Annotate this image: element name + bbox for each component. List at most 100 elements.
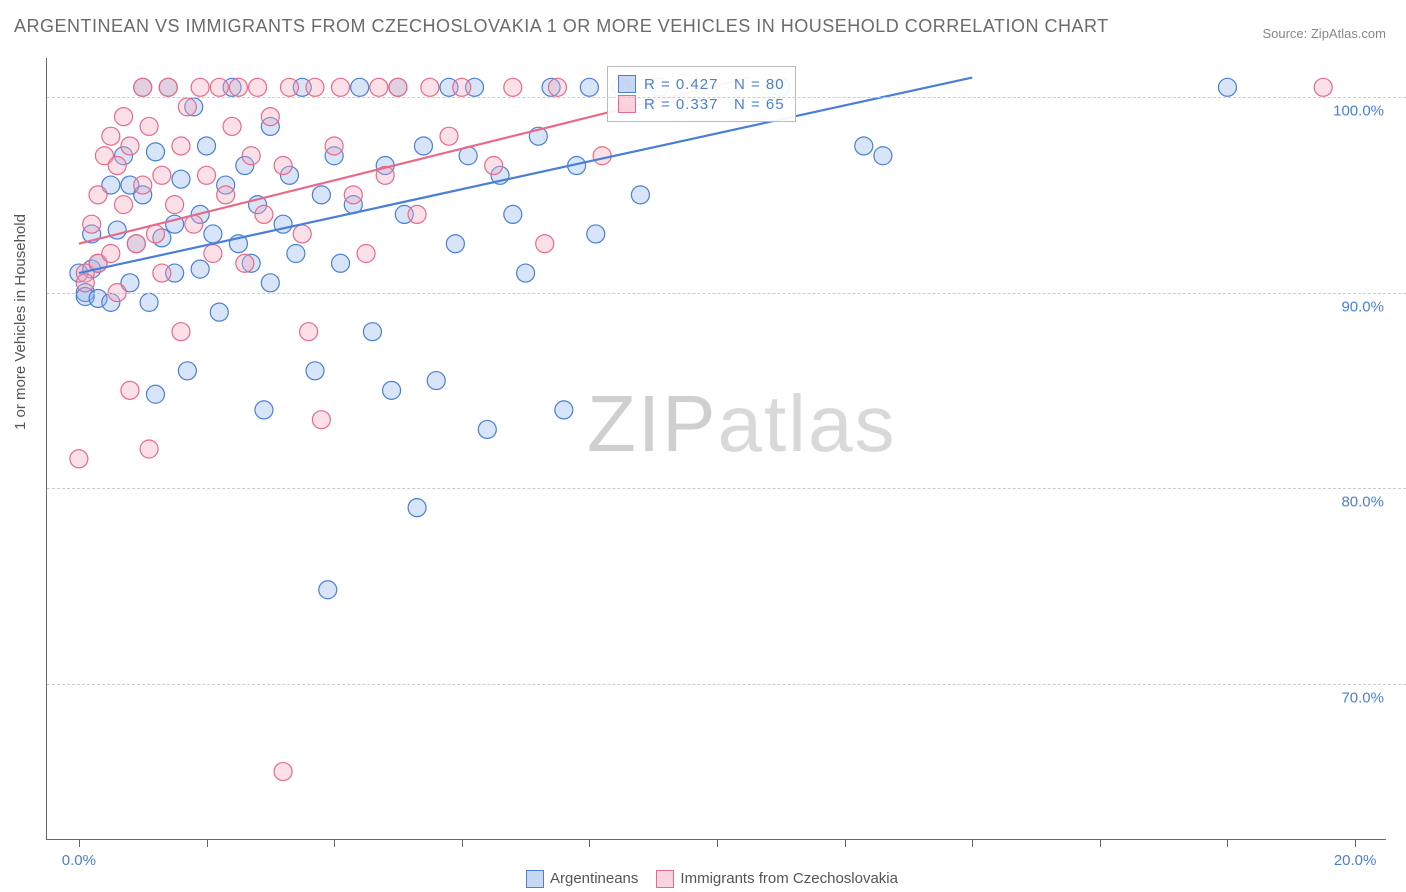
data-point-czechoslovakia [300, 323, 318, 341]
chart-svg [47, 58, 1386, 839]
data-point-czechoslovakia [325, 137, 343, 155]
data-point-argentineans [204, 225, 222, 243]
data-point-argentineans [517, 264, 535, 282]
data-point-argentineans [414, 137, 432, 155]
data-point-czechoslovakia [102, 127, 120, 145]
x-tick [972, 839, 973, 847]
data-point-czechoslovakia [274, 763, 292, 781]
data-point-czechoslovakia [223, 117, 241, 135]
data-point-argentineans [383, 381, 401, 399]
data-point-czechoslovakia [70, 450, 88, 468]
data-point-argentineans [178, 362, 196, 380]
data-point-czechoslovakia [274, 157, 292, 175]
source-link[interactable]: ZipAtlas.com [1311, 26, 1386, 41]
data-point-czechoslovakia [191, 78, 209, 96]
stats-legend-box: R = 0.427 N = 80R = 0.337 N = 65 [607, 66, 796, 122]
x-tick-label: 0.0% [62, 852, 96, 869]
data-point-czechoslovakia [121, 381, 139, 399]
data-point-czechoslovakia [332, 78, 350, 96]
data-point-czechoslovakia [229, 78, 247, 96]
data-point-czechoslovakia [280, 78, 298, 96]
data-point-argentineans [191, 260, 209, 278]
data-point-czechoslovakia [421, 78, 439, 96]
data-point-czechoslovakia [210, 78, 228, 96]
data-point-czechoslovakia [166, 196, 184, 214]
x-tick [717, 839, 718, 847]
data-point-argentineans [287, 245, 305, 263]
data-point-argentineans [140, 293, 158, 311]
data-point-czechoslovakia [89, 186, 107, 204]
data-point-czechoslovakia [408, 205, 426, 223]
data-point-czechoslovakia [172, 137, 190, 155]
x-tick [334, 839, 335, 847]
data-point-czechoslovakia [134, 176, 152, 194]
legend-bottom: Argentineans Immigrants from Czechoslovak… [0, 870, 1406, 888]
legend-label: Immigrants from Czechoslovakia [680, 870, 898, 887]
y-tick-label: 80.0% [1341, 494, 1388, 511]
data-point-czechoslovakia [293, 225, 311, 243]
data-point-czechoslovakia [593, 147, 611, 165]
x-tick [207, 839, 208, 847]
data-point-argentineans [363, 323, 381, 341]
stat-r-argentineans: R = 0.427 N = 80 [644, 76, 785, 93]
data-point-czechoslovakia [115, 108, 133, 126]
data-point-argentineans [504, 205, 522, 223]
y-axis-label: 1 or more Vehicles in Household [12, 214, 29, 430]
data-point-czechoslovakia [261, 108, 279, 126]
data-point-argentineans [855, 137, 873, 155]
data-point-argentineans [332, 254, 350, 272]
x-tick [845, 839, 846, 847]
data-point-czechoslovakia [453, 78, 471, 96]
y-tick-label: 90.0% [1341, 298, 1388, 315]
data-point-czechoslovakia [370, 78, 388, 96]
data-point-czechoslovakia [536, 235, 554, 253]
data-point-czechoslovakia [76, 274, 94, 292]
data-point-argentineans [261, 274, 279, 292]
data-point-argentineans [146, 143, 164, 161]
data-point-czechoslovakia [242, 147, 260, 165]
data-point-argentineans [210, 303, 228, 321]
legend-swatch [656, 870, 674, 888]
data-point-argentineans [446, 235, 464, 253]
x-tick [462, 839, 463, 847]
data-point-argentineans [312, 186, 330, 204]
x-tick [589, 839, 590, 847]
gridline [47, 97, 1406, 98]
data-point-czechoslovakia [178, 98, 196, 116]
data-point-argentineans [631, 186, 649, 204]
data-point-czechoslovakia [198, 166, 216, 184]
data-point-czechoslovakia [172, 323, 190, 341]
data-point-czechoslovakia [312, 411, 330, 429]
chart-title: ARGENTINEAN VS IMMIGRANTS FROM CZECHOSLO… [14, 16, 1109, 37]
source-attr: Source: ZipAtlas.com [1262, 26, 1386, 41]
legend-swatch [526, 870, 544, 888]
data-point-czechoslovakia [140, 440, 158, 458]
plot-area: ZIPatlas R = 0.427 N = 80R = 0.337 N = 6… [46, 58, 1386, 840]
data-point-czechoslovakia [548, 78, 566, 96]
data-point-czechoslovakia [153, 264, 171, 282]
data-point-czechoslovakia [83, 215, 101, 233]
data-point-czechoslovakia [1314, 78, 1332, 96]
stats-row-argentineans: R = 0.427 N = 80 [618, 75, 785, 93]
x-tick-label: 20.0% [1334, 852, 1377, 869]
gridline [47, 488, 1406, 489]
gridline [47, 293, 1406, 294]
gridline [47, 684, 1406, 685]
data-point-czechoslovakia [389, 78, 407, 96]
data-point-czechoslovakia [146, 225, 164, 243]
data-point-argentineans [408, 499, 426, 517]
data-point-czechoslovakia [127, 235, 145, 253]
data-point-argentineans [255, 401, 273, 419]
data-point-czechoslovakia [344, 186, 362, 204]
data-point-argentineans [580, 78, 598, 96]
legend-label: Argentineans [550, 870, 638, 887]
data-point-czechoslovakia [357, 245, 375, 263]
data-point-argentineans [146, 385, 164, 403]
data-point-czechoslovakia [204, 245, 222, 263]
data-point-czechoslovakia [140, 117, 158, 135]
x-tick [1355, 839, 1356, 847]
data-point-argentineans [306, 362, 324, 380]
data-point-argentineans [874, 147, 892, 165]
data-point-argentineans [587, 225, 605, 243]
data-point-czechoslovakia [485, 157, 503, 175]
